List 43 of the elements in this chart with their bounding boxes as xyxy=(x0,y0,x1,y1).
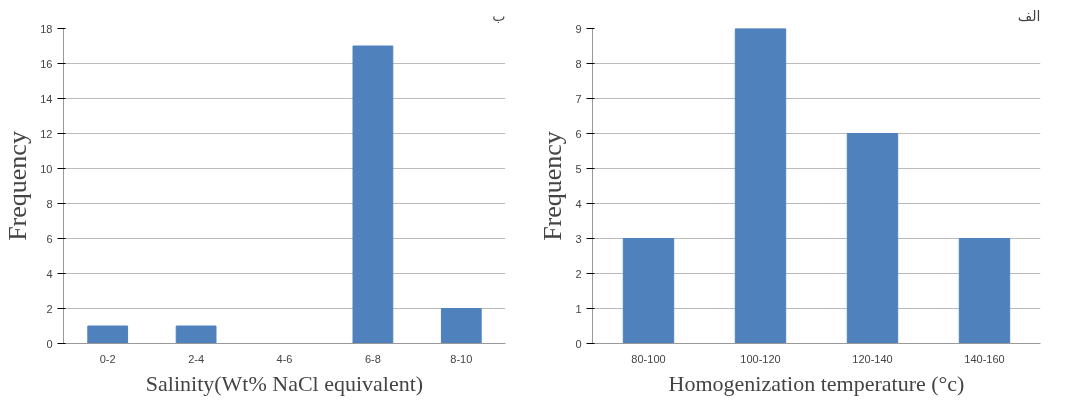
y-tick-label: 6 xyxy=(575,127,582,140)
y-tick-label: 2 xyxy=(575,267,582,280)
bar xyxy=(846,133,899,344)
bar xyxy=(958,238,1011,344)
y-tick-label: 16 xyxy=(40,57,53,70)
x-tick-label: 80-100 xyxy=(631,352,666,365)
x-tick-label: 100-120 xyxy=(740,352,781,365)
bar xyxy=(622,238,675,344)
bar xyxy=(87,325,129,344)
bar xyxy=(352,45,394,344)
x-tick-label: 120-140 xyxy=(852,352,893,365)
y-tick-label: 18 xyxy=(40,22,53,35)
y-tick-label: 2 xyxy=(46,302,53,315)
y-tick-label: 10 xyxy=(40,162,53,175)
x-tick-label: 6-8 xyxy=(364,352,381,365)
x-tick-label: 140-160 xyxy=(964,352,1005,365)
y-tick-label: 4 xyxy=(46,267,53,280)
y-tick-label: 0 xyxy=(46,337,53,350)
chart-title: ب xyxy=(492,7,506,24)
bar xyxy=(440,308,482,344)
y-tick-label: 14 xyxy=(40,92,53,105)
y-tick-label: 7 xyxy=(575,92,582,105)
y-tick-label: 6 xyxy=(46,232,53,245)
y-axis-title: Frequency xyxy=(538,131,568,241)
y-tick-label: 0 xyxy=(575,337,582,350)
bar xyxy=(734,28,787,344)
y-tick-label: 3 xyxy=(575,232,582,245)
y-tick-label: 4 xyxy=(575,197,582,210)
y-tick-label: 5 xyxy=(575,162,582,175)
y-axis-title: Frequency xyxy=(3,131,33,241)
y-tick-label: 8 xyxy=(46,197,53,210)
y-tick-label: 8 xyxy=(575,57,582,70)
y-tick-label: 12 xyxy=(40,127,53,140)
x-tick-label: 2-4 xyxy=(188,352,205,365)
bar xyxy=(175,325,217,344)
x-axis-title: Salinity(Wt% NaCl equivalent) xyxy=(145,370,424,396)
y-tick-label: 9 xyxy=(575,22,582,35)
x-tick-label: 8-10 xyxy=(450,352,473,365)
x-axis-title: Homogenization temperature (°c) xyxy=(668,370,965,396)
y-tick-label: 1 xyxy=(575,302,582,315)
x-tick-label: 4-6 xyxy=(276,352,293,365)
x-tick-label: 0-2 xyxy=(99,352,116,365)
chart-title: الف xyxy=(1017,7,1041,24)
